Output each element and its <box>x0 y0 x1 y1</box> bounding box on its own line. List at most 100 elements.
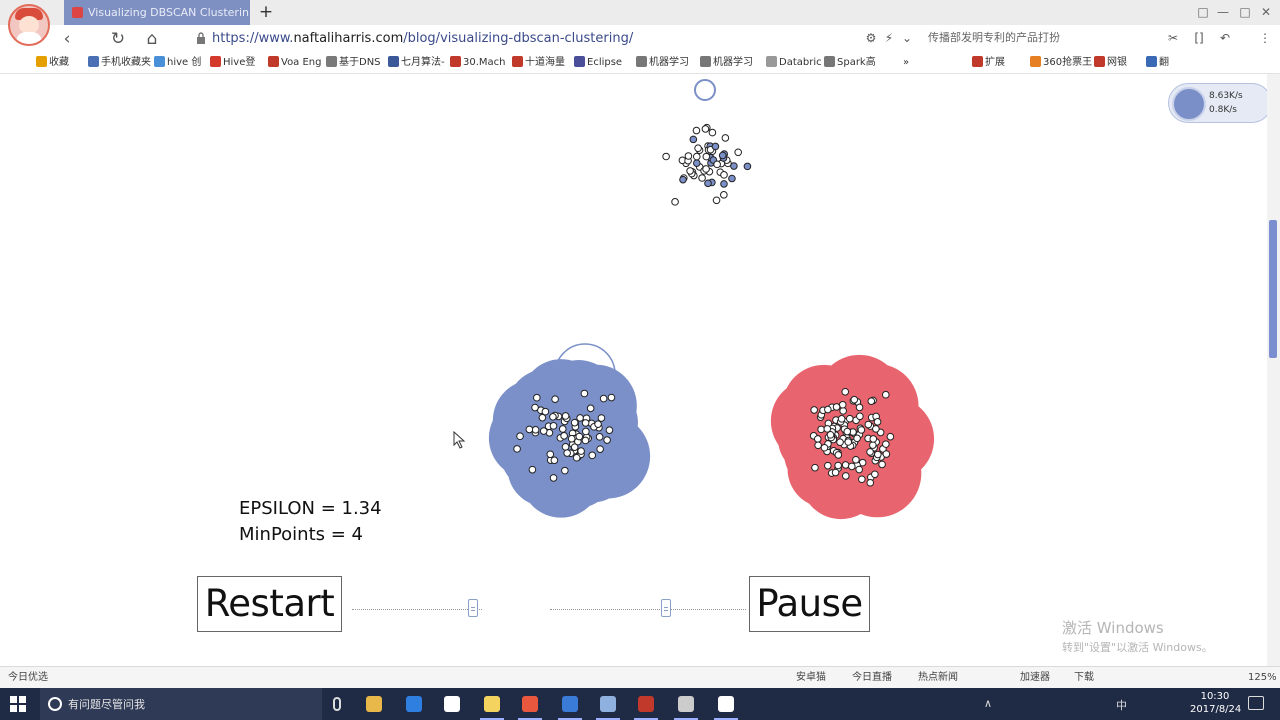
bookmark-favicon-icon <box>574 56 585 67</box>
blue-cluster-points <box>513 389 616 482</box>
bookmark-item[interactable]: 30.Mach <box>450 55 506 71</box>
restart-button[interactable]: Restart <box>197 576 342 632</box>
bookmark-item[interactable]: 手机收藏夹 <box>88 55 151 71</box>
action-center-icon[interactable] <box>1248 696 1264 710</box>
chevron-down-icon[interactable]: ⌄ <box>901 31 913 45</box>
bookmark-item[interactable]: 360抢票王 <box>1030 55 1092 71</box>
restore-icon[interactable]: □ <box>1197 5 1209 19</box>
lock-icon <box>197 32 205 44</box>
app-4-icon <box>484 696 500 712</box>
bookmark-item[interactable]: 收藏 <box>36 55 69 71</box>
taskbar-app-store[interactable] <box>438 692 466 716</box>
status-item[interactable]: 下载 <box>1074 672 1094 683</box>
bookmark-favicon-icon <box>972 56 983 67</box>
taskbar-app-app-6[interactable] <box>556 692 584 720</box>
taskbar: 有问题尽管问我 ∧ 中 10:30 2017/8/24 <box>0 688 1280 720</box>
bookmark-favicon-icon <box>512 56 523 67</box>
bookmark-favicon-icon <box>268 56 279 67</box>
scissors-icon[interactable]: ✂ <box>1167 31 1179 45</box>
bookmark-favicon-icon <box>700 56 711 67</box>
microphone-icon[interactable] <box>333 697 341 711</box>
edge-icon <box>406 696 422 712</box>
dbscan-visualization[interactable] <box>0 74 1267 666</box>
taskbar-app-app-4[interactable] <box>478 692 506 720</box>
url-input[interactable]: https://www.naftaliharris.com/blog/visua… <box>212 31 634 46</box>
app-8-icon <box>638 696 654 712</box>
minpoints-slider-handle[interactable] <box>661 599 671 617</box>
bookmark-item[interactable]: 基于DNS <box>326 55 381 71</box>
taskbar-app-chrome[interactable] <box>516 692 544 720</box>
taskbar-app-file-explorer[interactable] <box>360 692 388 716</box>
store-icon <box>444 696 460 712</box>
address-bar: ‹ ↻ ⌂ https://www.naftaliharris.com/blog… <box>0 25 1280 52</box>
activation-watermark: 激活 Windows 转到"设置"以激活 Windows。 <box>1062 619 1213 654</box>
bookmark-favicon-icon <box>450 56 461 67</box>
today-picks-link[interactable]: 今日优选 <box>8 672 48 683</box>
bookmark-item[interactable]: 七月算法- <box>388 55 445 71</box>
minpoints-slider-track <box>550 609 746 610</box>
lightning-icon[interactable]: ⚡ <box>884 31 894 45</box>
site-favicon-icon <box>72 7 83 18</box>
status-item[interactable]: 今日直播 <box>852 672 892 683</box>
bookmark-favicon-icon <box>636 56 647 67</box>
chrome-icon <box>522 696 538 712</box>
tab-active[interactable]: Visualizing DBSCAN Clusterin <box>64 0 250 25</box>
bookmark-favicon-icon <box>1146 56 1157 67</box>
page-scrollbar[interactable] <box>1267 74 1280 666</box>
bookmarks-bar: 收藏 手机收藏夹 hive 创 Hive登 Voa Eng 基于DNS 七月算法- 30.Ma… <box>0 52 1280 74</box>
status-bar: 今日优选 安卓猫 今日直播 热点新闻 加速器 下载 125% <box>0 666 1280 688</box>
undo-icon[interactable]: ↶ <box>1219 31 1231 45</box>
bookmark-item[interactable]: 网银 <box>1094 55 1127 71</box>
bookmark-favicon-icon <box>326 56 337 67</box>
bookmark-item[interactable]: 十道海量 <box>512 55 565 71</box>
status-item[interactable]: 热点新闻 <box>918 672 958 683</box>
close-button[interactable]: ✕ <box>1260 5 1272 19</box>
taskbar-app-app-10[interactable] <box>712 692 740 720</box>
bookmark-item[interactable]: Eclipse <box>574 55 622 71</box>
bookmark-item[interactable]: hive 创 <box>154 55 201 71</box>
bookmark-item[interactable]: Voa Eng <box>268 55 322 71</box>
scrollbar-thumb[interactable] <box>1269 220 1277 358</box>
taskbar-app-app-9[interactable] <box>672 692 700 720</box>
back-button[interactable]: ‹ <box>63 29 71 49</box>
file-explorer-icon <box>366 696 382 712</box>
tab-title: Visualizing DBSCAN Clusterin <box>88 6 249 19</box>
ime-indicator[interactable]: 中 <box>1116 699 1127 712</box>
search-suggestion[interactable]: 传播部发明专利的产品打扮 <box>928 31 1060 44</box>
speed-gauge-icon <box>1172 87 1206 121</box>
tray-chevron-icon[interactable]: ∧ <box>984 697 993 710</box>
download-speed: 0.8K/s <box>1209 105 1237 115</box>
bookmark-item[interactable]: 翻 <box>1146 55 1169 71</box>
taskbar-app-app-8[interactable] <box>632 692 660 720</box>
zoom-level[interactable]: 125% <box>1248 672 1277 683</box>
cortana-icon <box>48 697 62 711</box>
epsilon-slider-handle[interactable] <box>468 599 478 617</box>
refresh-button[interactable]: ↻ <box>110 29 126 49</box>
user-avatar[interactable] <box>8 4 50 46</box>
cortana-search-box[interactable]: 有问题尽管问我 <box>40 688 341 720</box>
bookmark-item[interactable]: 扩展 <box>972 55 1005 71</box>
settings-icon[interactable]: ⚙ <box>865 31 877 45</box>
home-button[interactable]: ⌂ <box>146 29 158 49</box>
bookmark-item[interactable]: Hive登 <box>210 55 255 71</box>
status-item[interactable]: 安卓猫 <box>796 672 826 683</box>
bookmark-item[interactable]: Spark高 <box>824 55 876 71</box>
bookmark-item[interactable]: » <box>890 55 909 71</box>
taskbar-app-edge[interactable] <box>400 692 428 716</box>
maximize-button[interactable]: □ <box>1239 5 1251 19</box>
network-speed-widget[interactable]: 8.63K/s 0.8K/s <box>1168 83 1272 123</box>
bookmark-item[interactable]: 机器学习 <box>636 55 689 71</box>
taskbar-app-app-7[interactable] <box>594 692 622 720</box>
clock[interactable]: 10:30 2017/8/24 <box>1190 691 1242 715</box>
status-item[interactable]: 加速器 <box>1020 672 1050 683</box>
minimize-button[interactable]: — <box>1217 5 1229 19</box>
pause-button[interactable]: Pause <box>749 576 870 632</box>
bookmark-item[interactable]: Databric <box>766 55 822 71</box>
new-tab-button[interactable]: + <box>258 2 274 22</box>
app-7-icon <box>600 696 616 712</box>
windows-start-icon[interactable] <box>10 696 26 712</box>
bracket-icon[interactable]: [] <box>1194 31 1204 45</box>
menu-icon[interactable]: ⋮ <box>1259 31 1271 45</box>
bookmark-item[interactable]: 机器学习 <box>700 55 753 71</box>
app-10-icon <box>718 696 734 712</box>
